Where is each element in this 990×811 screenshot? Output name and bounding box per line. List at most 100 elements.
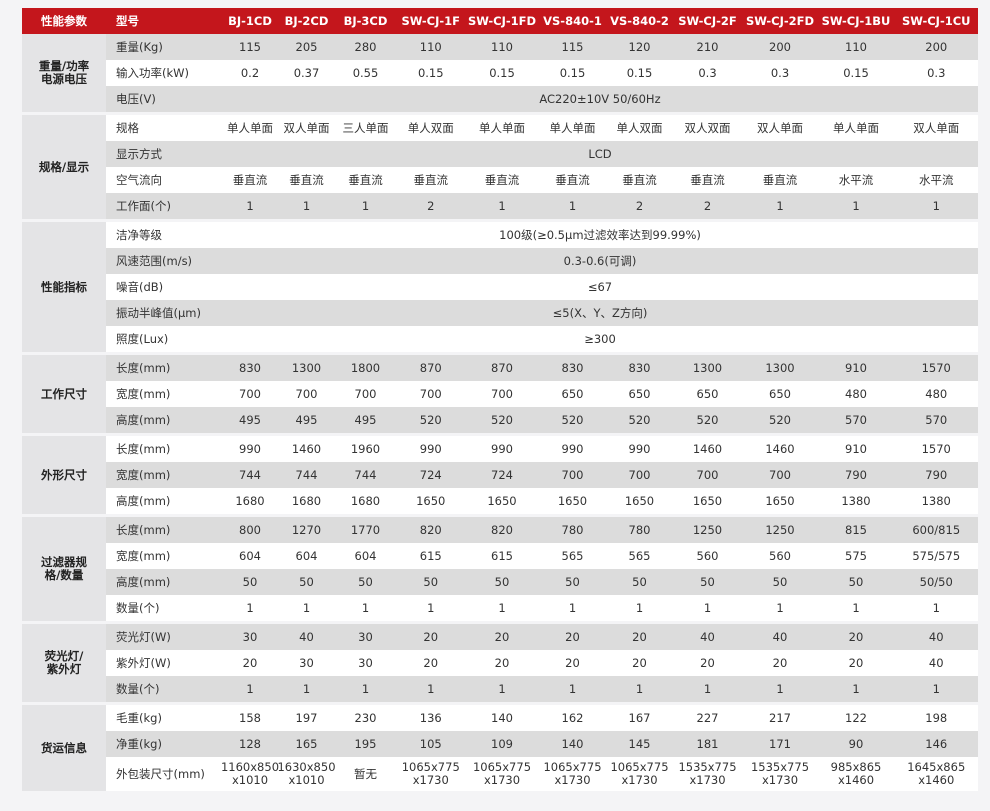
cell-value: 480 [845,386,867,401]
cell-value: 1 [776,198,784,213]
row-bg [106,595,978,621]
cell-value: 990 [561,441,584,456]
cell-value: 20 [565,655,580,670]
cell-value: 1645x865 x1460 [907,760,966,787]
cell-value: 109 [491,736,513,751]
cell-value: 20 [848,655,864,670]
param-label: 重量(Kg) [116,39,163,54]
cell-value: 50 [242,574,258,589]
cell-value: 146 [925,736,948,751]
cell-value: 1 [776,681,784,696]
cell-value: 162 [561,710,584,725]
cell-value: 40 [772,629,788,644]
cell-value: 480 [925,386,948,401]
cell-value: 110 [419,39,442,54]
cell-value: 1570 [921,441,951,456]
cell-value: 40 [928,655,944,670]
cell-value: 122 [845,710,867,725]
cell-value: 垂直流 [348,172,383,187]
cell-value: 1 [361,198,370,213]
cell-value: 575/575 [912,548,961,563]
cell-value: 20 [772,655,788,670]
row-bg [106,355,978,381]
row-bg [106,462,978,488]
cell-value: 1 [635,600,644,615]
param-label: 洁净等级 [116,227,162,242]
cell-value: 145 [628,736,651,751]
cell-value: 115 [239,39,261,54]
cell-value: 700 [491,386,513,401]
cell-value: 210 [696,39,719,54]
row-bg [106,517,978,543]
cell-value: 2 [635,198,644,213]
cell-value: 20 [565,629,580,644]
cell-value: 165 [295,736,318,751]
cell-value: 910 [845,360,867,375]
cell-value: 2 [703,198,712,213]
cell-value: 990 [419,441,442,456]
model-name: VS-840-2 [610,13,669,28]
cell-value: 120 [628,39,651,54]
cell-value: 600/815 [912,522,961,537]
param-label: 规格 [116,120,139,135]
cell-value: 1270 [291,522,322,537]
cell-value: 垂直流 [762,172,798,187]
cell-value: 181 [696,736,719,751]
param-label: 长度(mm) [116,441,171,456]
cell-value: 520 [696,412,719,427]
cell-value: 650 [769,386,791,401]
row-bg [106,381,978,407]
cell-value: 1 [302,600,311,615]
cell-value: 双人单面 [913,120,960,135]
cell-value: 单人单面 [479,120,525,135]
param-label: 毛重(kg) [116,710,162,725]
row-bg [106,543,978,569]
model-name: VS-840-1 [543,13,602,28]
cell-value: 565 [628,548,651,563]
cell-value: 230 [354,710,377,725]
cell-value: 1380 [921,493,951,508]
cell-value: 双人单面 [283,120,330,135]
cell-value: 垂直流 [413,172,449,187]
row-bg [106,757,978,791]
param-label: 显示方式 [116,146,162,161]
param-label: 高度(mm) [116,574,171,589]
cell-value: 700 [696,467,719,482]
cell-value: 565 [561,548,584,563]
cell-value: 垂直流 [484,172,520,187]
cell-value: 1460 [765,441,795,456]
cell-value: 195 [354,736,377,751]
group-label: 性能指标 [22,222,106,352]
cell-value: 650 [561,386,584,401]
cell-value: 50 [772,574,788,589]
cell-value: 20 [632,629,647,644]
param-label: 输入功率(kW) [116,65,190,80]
cell-value: 单人单面 [833,120,879,135]
cell-value: 1535x775 x1730 [750,760,810,787]
cell-value: 1300 [765,360,795,375]
cell-value: 1 [703,600,712,615]
cell-value: 570 [925,412,948,427]
cell-value: 0.55 [352,65,379,80]
param-label: 长度(mm) [116,522,171,537]
param-label: 长度(mm) [116,360,171,375]
cell-value: 1680 [235,493,265,508]
cell-value: 20 [494,629,510,644]
cell-value: 1960 [350,441,381,456]
cell-value: 1065x775 x1730 [610,760,669,787]
cell-value: 205 [295,39,318,54]
cell-value: 820 [419,522,442,537]
cell-value: 744 [295,467,318,482]
cell-value: 570 [845,412,867,427]
cell-value: 1 [852,198,860,213]
group-label: 工作尺寸 [22,355,106,433]
cell-value: 0.3 [698,65,717,80]
cell-value: 1160x850 x1010 [220,760,280,787]
cell-value: 167 [628,710,651,725]
cell-value: 1380 [841,493,871,508]
merged-value: 0.3-0.6(可调) [563,253,637,268]
cell-value: 1 [932,600,940,615]
cell-value: 520 [628,412,651,427]
model-name: SW-CJ-1FD [467,13,537,28]
